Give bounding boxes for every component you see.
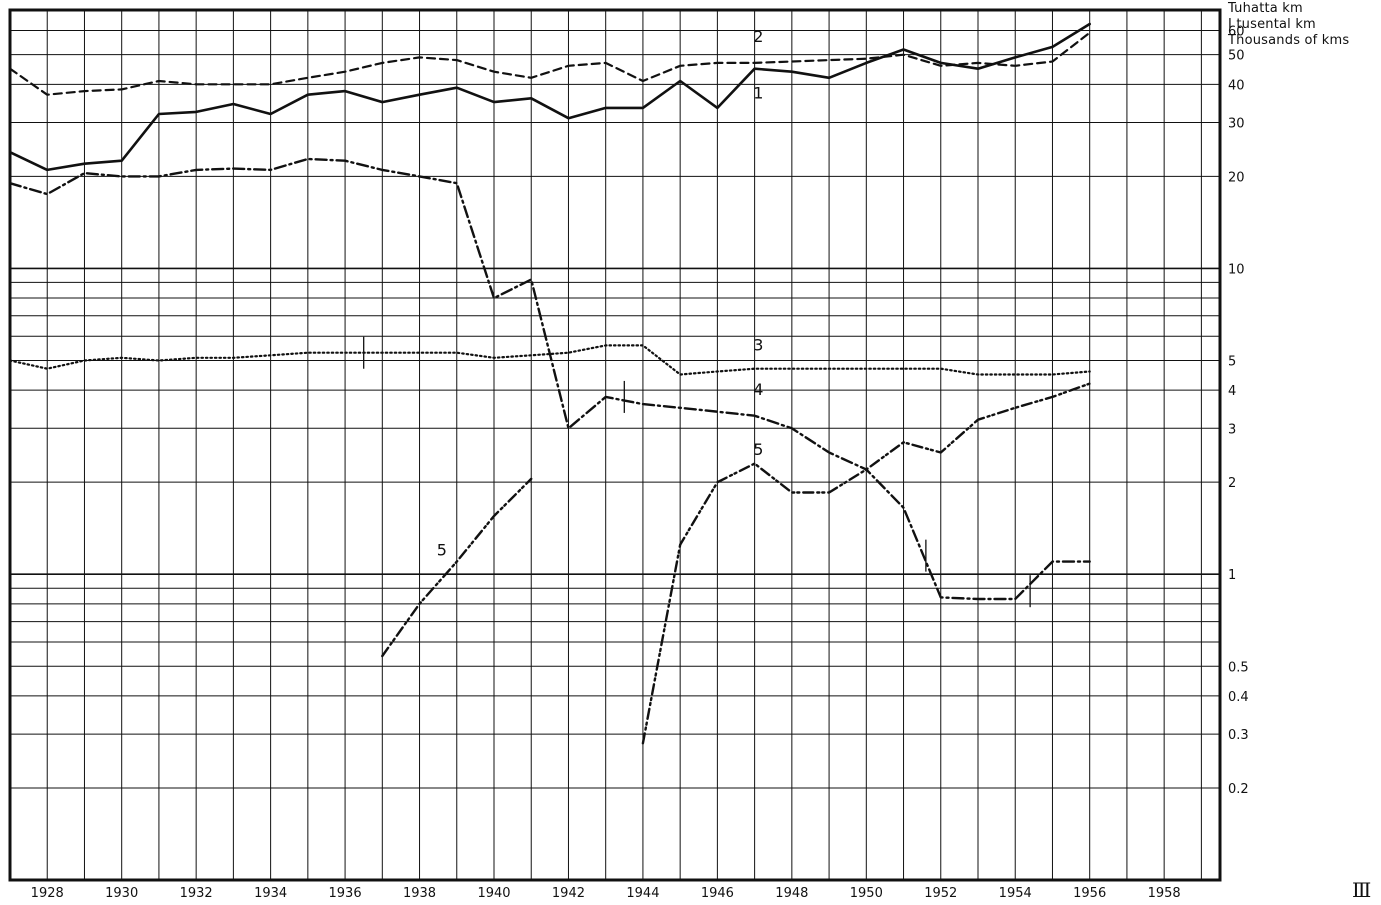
series-line-5 <box>641 382 1091 745</box>
y-tick-label: 30 <box>1228 117 1245 132</box>
y-tick-label: 3 <box>1228 422 1236 437</box>
y-tick-label: 10 <box>1228 262 1245 277</box>
grid-lines <box>9 9 1220 881</box>
x-tick-label: 1936 <box>329 886 362 901</box>
x-tick-label: 1938 <box>403 886 436 901</box>
x-tick-label: 1952 <box>924 886 957 901</box>
y-tick-label: 0.2 <box>1228 782 1249 797</box>
x-tick-label: 1948 <box>775 886 808 901</box>
y-unit-label-swedish: I tusental km <box>1228 17 1316 32</box>
y-tick-label: 1 <box>1228 568 1236 583</box>
series-label: 4 <box>753 380 763 399</box>
x-tick-label: 1932 <box>180 886 213 901</box>
y-unit-label-finnish: Tuhatta km <box>1228 1 1303 16</box>
x-tick-label: 1954 <box>999 886 1032 901</box>
y-tick-label: 2 <box>1228 476 1236 491</box>
series-labels: 2 1 3 4 5 5 <box>437 27 764 560</box>
x-tick-label: 1958 <box>1148 886 1181 901</box>
tick-labels: 1928 1930 1932 1934 1936 1938 1940 1942 1944 1946… <box>31 24 1249 901</box>
y-tick-label: 0.5 <box>1228 660 1249 675</box>
x-tick-label: 1942 <box>552 886 585 901</box>
x-tick-label: 1930 <box>105 886 138 901</box>
plot-frame <box>8 8 1222 882</box>
series-line-2 <box>8 31 1091 96</box>
x-tick-label: 1934 <box>254 886 287 901</box>
plate-number: Ⅲ <box>1352 878 1372 902</box>
series-line-1 <box>8 22 1091 172</box>
y-tick-label: 5 <box>1228 354 1236 369</box>
series-label: 5 <box>753 440 763 459</box>
series-label: 1 <box>753 83 763 102</box>
x-tick-label: 1946 <box>701 886 734 901</box>
x-tick-label: 1944 <box>626 886 659 901</box>
y-unit-label-english: Thousands of kms <box>1228 33 1350 48</box>
x-tick-label: 1956 <box>1073 886 1106 901</box>
series-label: 5 <box>437 541 447 560</box>
series-line-4 <box>8 157 1091 601</box>
y-tick-label: 40 <box>1228 78 1245 93</box>
y-tick-label: 0.3 <box>1228 728 1249 743</box>
series-label: 2 <box>753 27 763 46</box>
y-tick-label: 50 <box>1228 49 1245 64</box>
x-tick-label: 1950 <box>850 886 883 901</box>
series-lines <box>8 22 1091 745</box>
break-marks <box>363 336 1031 608</box>
y-tick-label: 60 <box>1228 24 1245 39</box>
y-tick-label: 20 <box>1228 170 1245 185</box>
x-tick-label: 1928 <box>31 886 64 901</box>
series-line-5 <box>381 477 533 658</box>
y-tick-label: 0.4 <box>1228 690 1249 705</box>
x-tick-label: 1940 <box>477 886 510 901</box>
y-tick-label: 4 <box>1228 384 1236 399</box>
series-label: 3 <box>753 335 763 354</box>
